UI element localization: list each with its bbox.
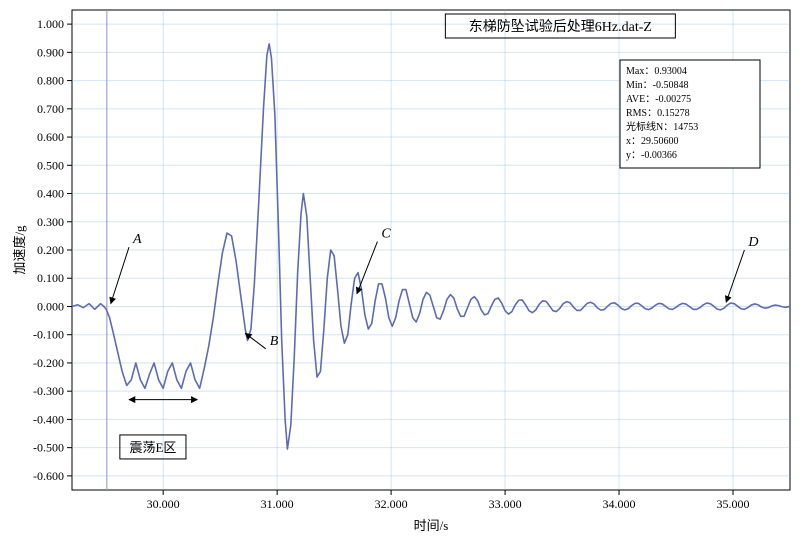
y-tick-label: 0.900 xyxy=(37,45,64,59)
y-axis-label: 加速度/g xyxy=(12,225,27,275)
y-tick-label: 0.800 xyxy=(37,74,64,88)
y-tick-label: 1.000 xyxy=(37,17,64,31)
y-tick-label: 0.100 xyxy=(37,271,64,285)
x-tick-label: 30.000 xyxy=(147,497,180,511)
chart-title: 东梯防坠试验后处理6Hz.dat-Z xyxy=(469,19,652,35)
chart-container: 30.000 31.000 32.000 33.000 34.000 35.000 -0.6… xyxy=(0,0,809,544)
x-tick-label: 35.000 xyxy=(717,497,750,511)
x-tick-label: 31.000 xyxy=(261,497,294,511)
stats-line: x：29.50600 xyxy=(626,136,679,147)
stats-line: Min：-0.50848 xyxy=(626,80,689,91)
region-label-text: 震荡E区 xyxy=(129,440,176,455)
annotation-label-C: C xyxy=(381,227,391,242)
x-tick-label: 32.000 xyxy=(375,497,408,511)
annotation-label-D: D xyxy=(747,235,758,250)
y-tick-label: 0.600 xyxy=(37,130,64,144)
y-tick-label: 0.200 xyxy=(37,243,64,257)
y-tick-label: -0.300 xyxy=(33,384,64,398)
annotation-label-A: A xyxy=(132,232,142,247)
x-tick-label: 34.000 xyxy=(603,497,636,511)
y-tick-label: -0.200 xyxy=(33,356,64,370)
y-tick-label: 0.700 xyxy=(37,102,64,116)
annotation-label-B: B xyxy=(270,334,279,349)
x-axis-label: 时间/s xyxy=(414,518,449,533)
stats-line: AVE：-0.00275 xyxy=(626,94,691,105)
y-tick-label: 0.000 xyxy=(37,299,64,313)
y-tick-label: -0.100 xyxy=(33,328,64,342)
x-tick-label: 33.000 xyxy=(489,497,522,511)
y-tick-label: -0.400 xyxy=(33,412,64,426)
y-tick-label: -0.600 xyxy=(33,469,64,483)
y-tick-label: 0.300 xyxy=(37,215,64,229)
chart-svg: 30.000 31.000 32.000 33.000 34.000 35.000 -0.6… xyxy=(0,0,809,544)
y-tick-label: 0.400 xyxy=(37,187,64,201)
stats-line: Max：0.93004 xyxy=(626,66,687,77)
y-tick-label: 0.500 xyxy=(37,158,64,172)
y-tick-label: -0.500 xyxy=(33,441,64,455)
stats-line: y：-0.00366 xyxy=(626,150,677,161)
stats-line: RMS：0.15278 xyxy=(626,108,690,119)
stats-line: 光标线N：14753 xyxy=(626,120,698,133)
